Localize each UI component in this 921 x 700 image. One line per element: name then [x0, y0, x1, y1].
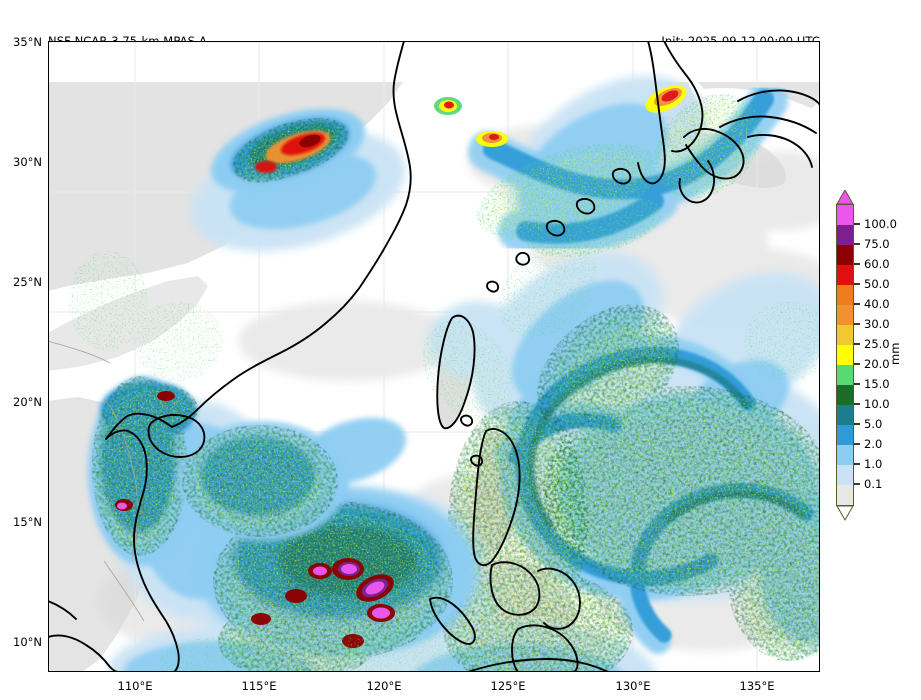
xtick-label-120E: 120°E: [366, 679, 402, 693]
colorbar-label-40.0: 40.0: [864, 297, 890, 311]
colorbar-band-4: [837, 405, 853, 425]
colorbar-tick-20.0: [854, 363, 860, 365]
xtick-label-130E: 130°E: [615, 679, 651, 693]
colorbar-tick-50.0: [854, 283, 860, 285]
xtick-label-125E: 125°E: [490, 679, 526, 693]
colorbar-band-0: [837, 485, 853, 505]
colorbar-tick-0.1: [854, 483, 860, 485]
colorbar-tick-40.0: [854, 303, 860, 305]
colorbar-label-20.0: 20.0: [864, 357, 890, 371]
colorbar-label-0.1: 0.1: [864, 477, 883, 491]
colorbar-band-6: [837, 365, 853, 385]
colorbar-band-9: [837, 305, 853, 325]
precipitation-map: [48, 41, 820, 672]
colorbar-label-100.0: 100.0: [864, 217, 897, 231]
colorbar-band-3: [837, 425, 853, 445]
precip-frontal-band-east-china-sea: [434, 81, 788, 258]
colorbar-gradient: [836, 204, 854, 506]
colorbar-label-1.0: 1.0: [864, 457, 883, 471]
colorbar-label-15.0: 15.0: [864, 377, 890, 391]
colorbar-label-75.0: 75.0: [864, 237, 890, 251]
convective-cells-philippines: [443, 401, 633, 672]
colorbar-label-10.0: 10.0: [864, 397, 890, 411]
colorbar-tick-10.0: [854, 403, 860, 405]
colorbar-band-1: [837, 465, 853, 485]
colorbar-label-30.0: 30.0: [864, 317, 890, 331]
colorbar-tick-60.0: [854, 263, 860, 265]
colorbar-unit-label: mm: [888, 342, 902, 365]
precip-hainan-showers: [178, 421, 348, 541]
colorbar-tick-5.0: [854, 423, 860, 425]
ytick-label-35N: 35°N: [13, 35, 42, 49]
convective-cells-tc: [537, 304, 820, 661]
colorbar-tick-30.0: [854, 323, 860, 325]
colorbar-tick-100.0: [854, 223, 860, 225]
ytick-label-30N: 30°N: [13, 155, 42, 169]
map-plot-area[interactable]: [48, 41, 820, 672]
colorbar-under-arrow: [836, 506, 854, 521]
colorbar-label-50.0: 50.0: [864, 277, 890, 291]
ytick-label-25N: 25°N: [13, 275, 42, 289]
colorbar-label-5.0: 5.0: [864, 417, 883, 431]
colorbar[interactable]: 0.1 1.0 2.0 5.0 10.0 15.0 20.0 25.0 30.0 40.0 50.0…: [836, 190, 897, 521]
colorbar-tick-2.0: [854, 443, 860, 445]
colorbar-band-13: [837, 225, 853, 245]
precip-inland-china-mcs: [211, 108, 365, 194]
colorbar-band-8: [837, 325, 853, 345]
colorbar-label-25.0: 25.0: [864, 337, 890, 351]
colorbar-tick-75.0: [854, 243, 860, 245]
xtick-label-110E: 110°E: [117, 679, 153, 693]
precip-scattered-cells: [68, 244, 820, 672]
colorbar-over-arrow: [836, 190, 854, 205]
colorbar-band-7: [837, 345, 853, 365]
colorbar-band-12: [837, 245, 853, 265]
ytick-label-10N: 10°N: [13, 635, 42, 649]
xtick-label-115E: 115°E: [241, 679, 277, 693]
colorbar-band-10: [837, 285, 853, 305]
colorbar-tick-1.0: [854, 463, 860, 465]
colorbar-tick-25.0: [854, 343, 860, 345]
colorbar-band-5: [837, 385, 853, 405]
colorbar-band-11: [837, 265, 853, 285]
country-borders: [48, 340, 145, 622]
colorbar-band-14: [837, 205, 853, 225]
ytick-label-20N: 20°N: [13, 395, 42, 409]
colorbar-label-60.0: 60.0: [864, 257, 890, 271]
ytick-label-15N: 15°N: [13, 515, 42, 529]
colorbar-label-2.0: 2.0: [864, 437, 883, 451]
colorbar-tick-15.0: [854, 383, 860, 385]
colorbar-band-2: [837, 445, 853, 465]
coastlines: [48, 41, 820, 672]
xtick-label-135E: 135°E: [739, 679, 775, 693]
